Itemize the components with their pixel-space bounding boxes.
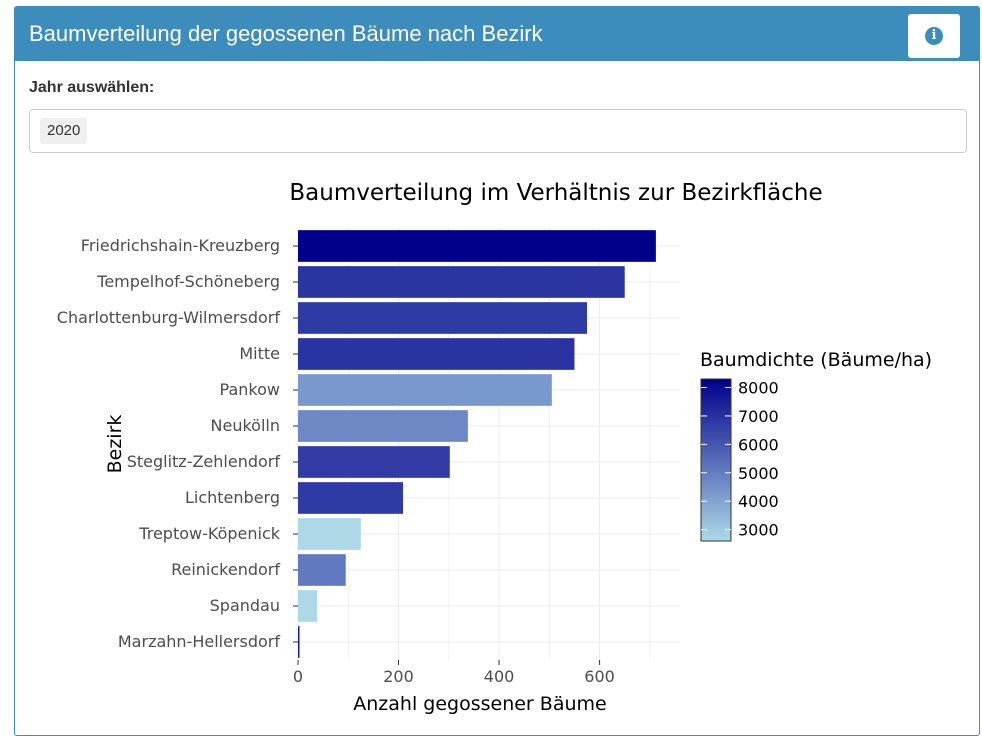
category-label: Friedrichshain-Kreuzberg bbox=[81, 236, 280, 255]
category-label: Lichtenberg bbox=[185, 488, 280, 507]
info-circle-icon: i bbox=[925, 27, 943, 45]
year-select-label: Jahr auswählen: bbox=[29, 79, 155, 96]
legend-colorbar bbox=[700, 378, 732, 542]
legend-ticks: 3000 4000 5000 6000 7000 8000 bbox=[701, 379, 779, 540]
year-select-selected-item[interactable]: 2020 bbox=[40, 118, 88, 144]
box-header: Baumverteilung der gegossenen Bäume nach… bbox=[15, 7, 979, 61]
legend-tick-label: 7000 bbox=[738, 407, 779, 426]
chart-category-labels: Friedrichshain-Kreuzberg Tempelhof-Schöne… bbox=[57, 236, 298, 651]
bar-6 bbox=[298, 446, 450, 478]
bar-chart: Friedrichshain-Kreuzberg Tempelhof-Schöne… bbox=[57, 180, 932, 715]
category-label: Tempelhof-Schöneberg bbox=[96, 272, 280, 291]
info-button[interactable]: i bbox=[908, 14, 960, 58]
box-title: Baumverteilung der gegossenen Bäume nach… bbox=[29, 21, 543, 46]
bar-1 bbox=[298, 266, 625, 298]
legend-title: Baumdichte (Bäume/ha) bbox=[700, 349, 932, 371]
legend-tick-label: 6000 bbox=[738, 435, 779, 454]
category-label: Marzahn-Hellersdorf bbox=[118, 632, 280, 651]
bar-2 bbox=[298, 302, 588, 334]
bar-10 bbox=[298, 590, 318, 622]
legend: Baumdichte (Bäume/ha) 3000 4000 5000 6000 70… bbox=[700, 349, 932, 542]
year-select[interactable]: 2020 bbox=[29, 109, 967, 153]
x-tick-label: 600 bbox=[584, 667, 615, 686]
chart-bars bbox=[298, 230, 656, 658]
bar-4 bbox=[298, 374, 552, 406]
category-label: Neukölln bbox=[211, 416, 280, 435]
bar-9 bbox=[298, 554, 346, 586]
category-label: Charlottenburg-Wilmersdorf bbox=[57, 308, 281, 327]
legend-tick-label: 4000 bbox=[738, 492, 779, 511]
x-tick-label: 400 bbox=[484, 667, 515, 686]
y-axis-title: Bezirk bbox=[104, 415, 126, 474]
bar-8 bbox=[298, 518, 361, 550]
chart-title: Baumverteilung im Verhältnis zur Bezirkf… bbox=[289, 180, 822, 206]
legend-tick-label: 5000 bbox=[738, 464, 779, 483]
category-label: Steglitz-Zehlendorf bbox=[127, 452, 281, 471]
x-tick-label: 200 bbox=[383, 667, 414, 686]
category-label: Spandau bbox=[210, 596, 280, 615]
category-label: Reinickendorf bbox=[171, 560, 280, 579]
x-axis-title: Anzahl gegossener Bäume bbox=[353, 693, 606, 715]
legend-tick-label: 3000 bbox=[738, 521, 779, 540]
category-label: Mitte bbox=[239, 344, 280, 363]
category-label: Treptow-Köpenick bbox=[138, 524, 280, 543]
bar-11 bbox=[298, 626, 300, 658]
chart-x-ticks: 0 200 400 600 bbox=[293, 660, 615, 686]
bar-0 bbox=[298, 230, 656, 262]
bar-3 bbox=[298, 338, 575, 370]
category-label: Pankow bbox=[220, 380, 280, 399]
legend-tick-label: 8000 bbox=[738, 379, 779, 398]
x-tick-label: 0 bbox=[293, 667, 303, 686]
bar-5 bbox=[298, 410, 468, 442]
bar-7 bbox=[298, 482, 404, 514]
